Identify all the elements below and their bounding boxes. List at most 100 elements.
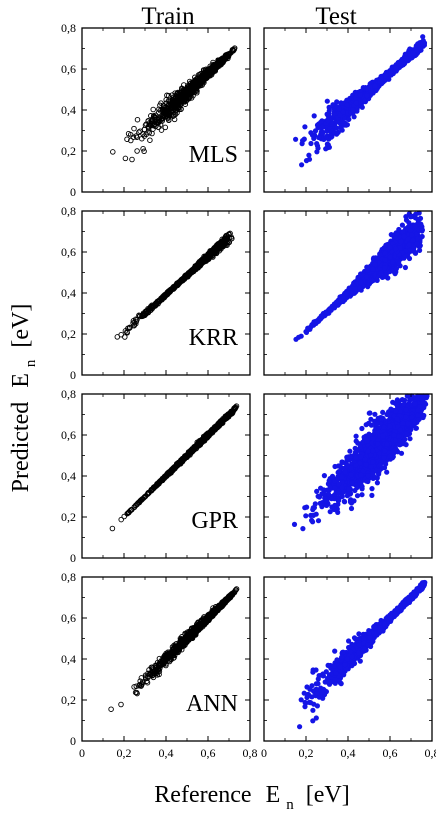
data-point	[163, 100, 170, 106]
data-point	[337, 112, 343, 118]
data-point	[301, 136, 307, 142]
train-column-title: Train	[141, 3, 195, 30]
data-point	[197, 71, 204, 77]
model-label-mls: MLS	[189, 142, 238, 168]
data-point	[110, 149, 116, 155]
data-point	[334, 99, 340, 105]
data-point	[176, 95, 183, 101]
scatter-points	[114, 230, 235, 340]
data-point	[403, 217, 410, 223]
data-point	[129, 156, 135, 163]
data-point	[403, 56, 409, 62]
data-point	[133, 133, 139, 139]
y-tick-label: 0,2	[61, 144, 76, 158]
data-point	[165, 114, 171, 120]
data-point	[325, 117, 331, 124]
y-tick-label: 0,4	[61, 103, 76, 117]
data-point	[188, 95, 195, 101]
data-point	[311, 113, 317, 119]
data-point	[166, 117, 172, 123]
data-point	[208, 67, 215, 74]
data-point	[187, 87, 193, 94]
data-point	[339, 127, 345, 133]
data-point	[402, 264, 408, 271]
data-point	[306, 152, 312, 158]
y-tick-label: 0,8	[61, 21, 76, 35]
data-point	[324, 141, 330, 147]
data-point	[399, 222, 405, 228]
model-label-krr: KRR	[189, 325, 238, 351]
data-point	[420, 40, 426, 47]
scatter-points	[110, 45, 238, 163]
panels-grid: 00,20,40,60,8MLS00,20,40,60,8KRR00,20,40…	[61, 21, 436, 760]
data-point	[230, 46, 236, 53]
y-tick-label: 0,2	[61, 327, 76, 341]
data-point	[305, 325, 311, 331]
data-point	[412, 250, 419, 256]
data-point	[139, 135, 145, 142]
data-point	[140, 145, 146, 152]
data-point	[202, 76, 208, 82]
data-point	[308, 140, 314, 147]
data-point	[186, 95, 192, 101]
data-point	[192, 85, 198, 92]
data-point	[372, 83, 378, 89]
data-point	[396, 226, 402, 233]
data-point	[141, 148, 147, 155]
data-point	[334, 131, 340, 137]
data-point	[155, 117, 162, 123]
data-point	[162, 124, 169, 131]
data-point	[308, 130, 314, 136]
data-point	[173, 99, 180, 106]
data-point	[220, 55, 226, 62]
data-point	[324, 98, 330, 104]
y-tick-label: 0	[70, 185, 76, 199]
data-point	[211, 62, 218, 69]
data-point	[128, 137, 134, 144]
data-point	[419, 228, 425, 234]
data-point	[122, 155, 129, 162]
data-point	[134, 116, 141, 123]
y-tick-label: 0,4	[61, 286, 76, 300]
data-point	[152, 121, 158, 127]
data-point	[187, 93, 194, 100]
data-point	[316, 134, 322, 141]
data-point	[293, 136, 299, 142]
data-point	[143, 131, 149, 138]
data-point	[156, 106, 162, 112]
test-column-title: Test	[315, 3, 356, 30]
data-point	[303, 158, 310, 164]
data-point	[351, 114, 357, 120]
data-point	[145, 118, 151, 124]
y-tick-label: 0,6	[61, 62, 76, 76]
data-point	[158, 127, 165, 133]
data-point	[173, 107, 180, 113]
data-point	[314, 141, 320, 147]
data-point	[165, 92, 172, 99]
data-point	[172, 90, 178, 96]
data-point	[419, 233, 425, 240]
data-point	[320, 130, 326, 136]
data-point	[158, 100, 164, 106]
data-point	[314, 149, 320, 155]
data-point	[158, 116, 165, 122]
data-point	[346, 116, 352, 122]
data-point	[299, 162, 305, 168]
data-point	[353, 100, 359, 106]
data-point	[377, 78, 383, 84]
data-point	[146, 129, 152, 136]
data-point	[368, 88, 374, 94]
data-point	[296, 334, 302, 340]
panel-mls-train: 0 0,2 0,4 0,6 0,8 MLS	[61, 21, 251, 199]
data-point	[413, 211, 419, 217]
scatter-points	[293, 210, 425, 342]
data-point	[226, 51, 232, 57]
data-point	[130, 134, 137, 140]
data-point	[393, 65, 399, 71]
data-point	[156, 109, 162, 116]
data-point	[184, 87, 190, 93]
data-point	[201, 67, 207, 74]
data-point	[330, 102, 336, 108]
